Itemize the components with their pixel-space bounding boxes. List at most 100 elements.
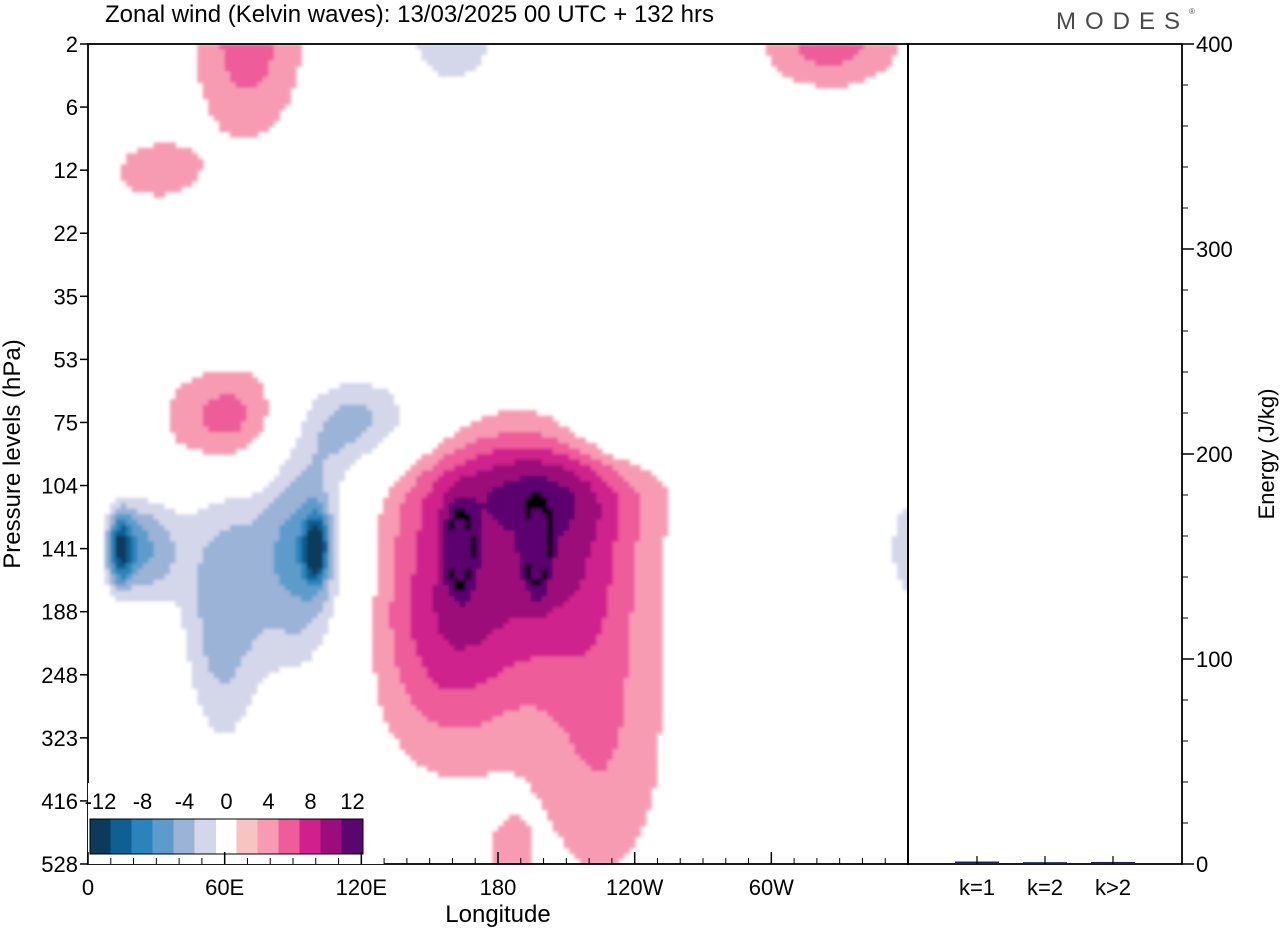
contour-cell xyxy=(323,481,330,488)
contour-cell xyxy=(656,552,663,559)
contour-cell xyxy=(120,563,127,570)
contour-cell xyxy=(454,44,461,51)
contour-cell xyxy=(301,486,308,493)
contour-cell xyxy=(191,169,198,176)
contour-cell xyxy=(235,65,242,72)
contour-cell xyxy=(235,71,242,78)
contour-cell xyxy=(290,503,297,510)
contour-cell xyxy=(459,579,466,586)
contour-cell xyxy=(476,596,483,603)
contour-cell xyxy=(137,503,144,510)
contour-cell xyxy=(448,76,455,83)
contour-cell xyxy=(492,650,499,657)
contour-cell xyxy=(180,432,187,439)
contour-cell xyxy=(530,503,537,510)
contour-cell xyxy=(126,492,133,499)
contour-cell xyxy=(186,585,193,592)
contour-cell xyxy=(323,443,330,450)
contour-cell xyxy=(257,585,264,592)
contour-cell xyxy=(148,169,155,176)
contour-cell xyxy=(432,448,439,455)
contour-cell xyxy=(109,552,116,559)
contour-cell xyxy=(120,596,127,603)
contour-cell xyxy=(864,49,871,56)
contour-cell xyxy=(175,404,182,411)
contour-cell xyxy=(634,503,641,510)
contour-cell xyxy=(530,508,537,515)
contour-cell xyxy=(202,612,209,619)
contour-cell xyxy=(284,486,291,493)
contour-cell xyxy=(197,563,204,570)
contour-cell xyxy=(213,585,220,592)
contour-cell xyxy=(301,404,308,411)
contour-cell xyxy=(268,508,275,515)
contour-cell xyxy=(252,104,259,111)
contour-cell xyxy=(552,563,559,570)
contour-cell xyxy=(235,568,242,575)
contour-cell xyxy=(323,399,330,406)
contour-cell xyxy=(623,497,630,504)
contour-cell xyxy=(241,87,248,94)
contour-cell xyxy=(241,628,248,635)
contour-cell xyxy=(498,415,505,422)
contour-cell xyxy=(224,481,231,488)
contour-cell xyxy=(607,574,614,581)
contour-cell xyxy=(514,492,521,499)
contour-cell xyxy=(257,49,264,56)
contour-cell xyxy=(487,459,494,466)
contour-cell xyxy=(142,585,149,592)
contour-cell xyxy=(530,448,537,455)
contour-cell xyxy=(656,585,663,592)
contour-cell xyxy=(662,115,669,122)
contour-cell xyxy=(448,475,455,482)
contour-cell xyxy=(498,546,505,553)
contour-cell xyxy=(366,377,373,384)
contour-cell xyxy=(612,464,619,471)
contour-cell xyxy=(525,481,532,488)
contour-cell xyxy=(508,514,515,521)
contour-cell xyxy=(295,601,302,608)
contour-cell xyxy=(897,536,904,543)
contour-cell xyxy=(399,54,406,61)
contour-cell xyxy=(224,404,231,411)
contour-cell xyxy=(399,607,406,614)
contour-cell xyxy=(426,645,433,652)
contour-cell xyxy=(208,634,215,641)
contour-cell xyxy=(465,508,472,515)
contour-cell xyxy=(498,552,505,559)
contour-cell xyxy=(186,421,193,428)
contour-cell xyxy=(170,563,177,570)
contour-cell xyxy=(339,421,346,428)
contour-cell xyxy=(235,552,242,559)
contour-cell xyxy=(514,503,521,510)
contour-cell xyxy=(191,175,198,182)
contour-cell xyxy=(405,49,412,56)
contour-cell xyxy=(525,443,532,450)
contour-cell xyxy=(525,563,532,570)
contour-cell xyxy=(552,623,559,630)
contour-cell xyxy=(667,98,674,105)
contour-cell xyxy=(137,552,144,559)
contour-cell xyxy=(306,475,313,482)
contour-cell xyxy=(120,607,127,614)
contour-cell xyxy=(312,399,319,406)
contour-cell xyxy=(405,503,412,510)
contour-cell xyxy=(317,590,324,597)
contour-cell xyxy=(809,60,816,67)
contour-cell xyxy=(525,492,532,499)
contour-cell xyxy=(804,65,811,72)
contour-cell xyxy=(437,44,444,51)
contour-cell xyxy=(219,54,226,61)
contour-cell xyxy=(224,49,231,56)
contour-cell xyxy=(596,557,603,564)
contour-cell xyxy=(405,497,412,504)
contour-cell xyxy=(492,486,499,493)
contour-cell xyxy=(241,514,248,521)
contour-cell xyxy=(607,464,614,471)
contour-cell xyxy=(618,634,625,641)
contour-cell xyxy=(640,557,647,564)
contour-cell xyxy=(820,76,827,83)
contour-cell xyxy=(175,590,182,597)
contour-cell xyxy=(257,54,264,61)
contour-cell xyxy=(574,552,581,559)
